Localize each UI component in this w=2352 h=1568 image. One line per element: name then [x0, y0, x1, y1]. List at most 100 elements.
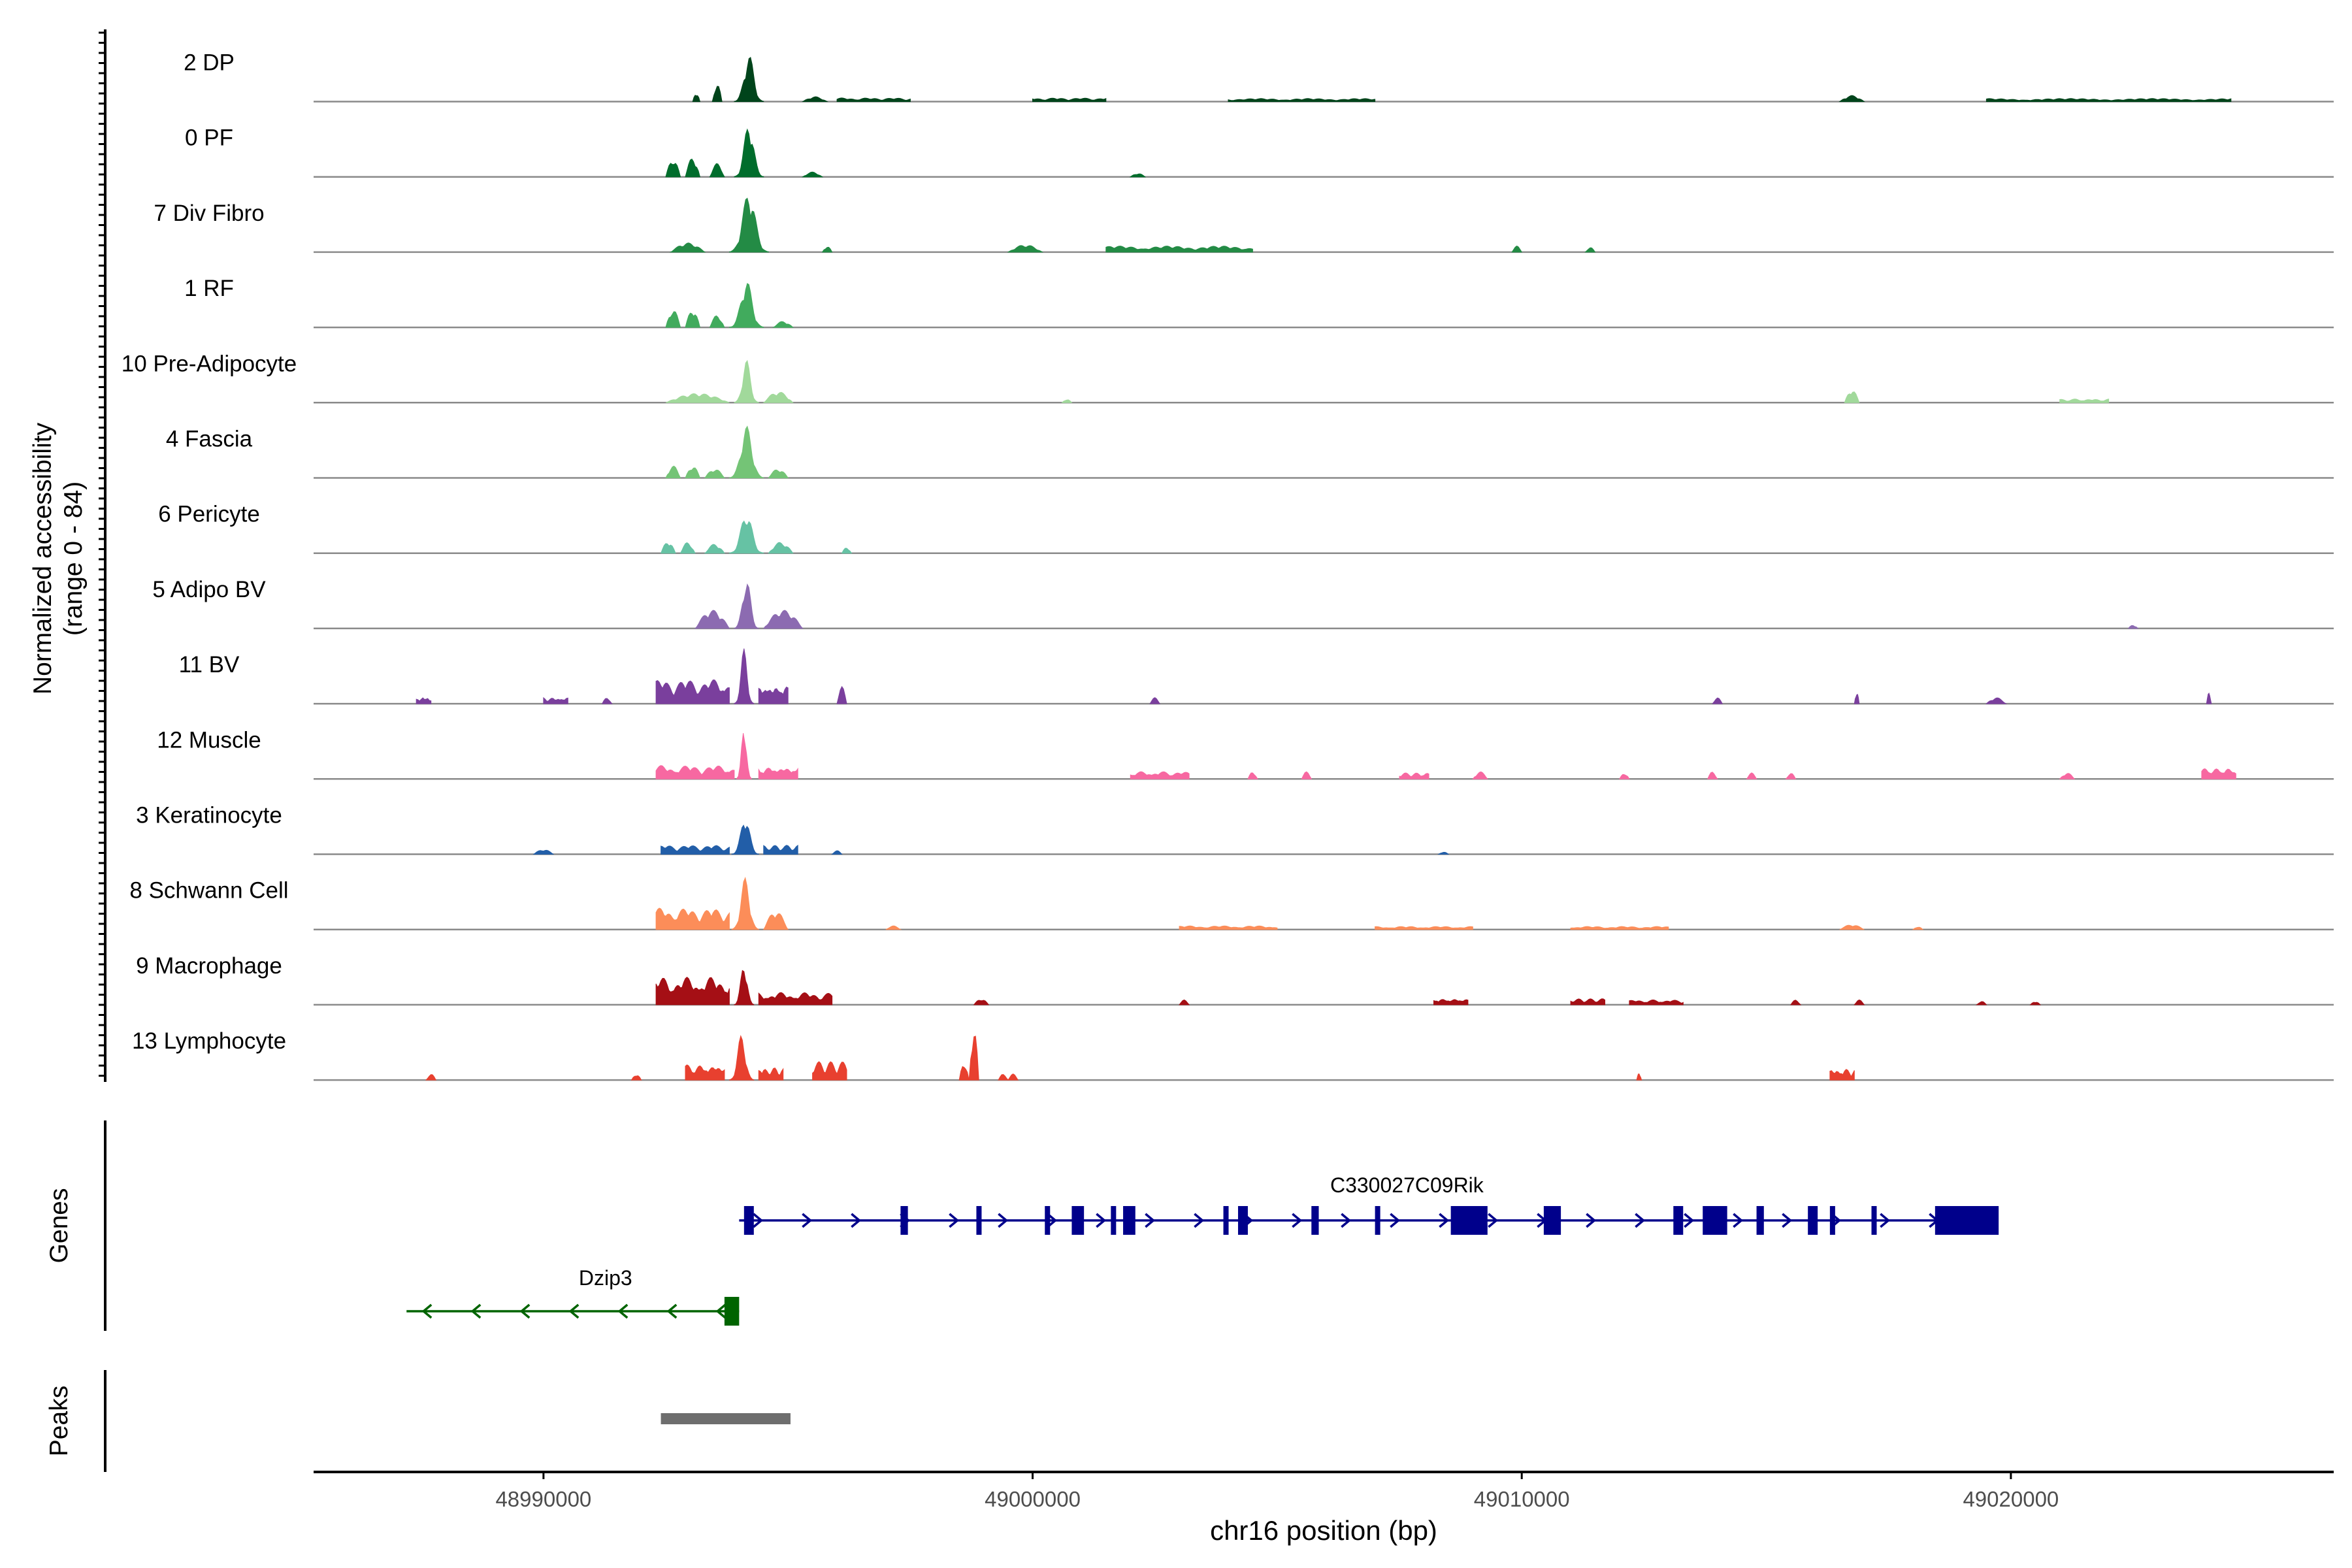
- peaks-panel-label: Peaks: [45, 1386, 73, 1456]
- coverage-peak: [734, 648, 755, 704]
- coverage-peak: [763, 844, 798, 855]
- coverage-peak: [1790, 1000, 1802, 1005]
- coverage-peak: [885, 925, 902, 930]
- x-axis: 48990000 49000000 49010000 49020000 chr16 p…: [314, 1471, 2334, 1546]
- track-0-pf: 0 PF: [185, 125, 2334, 178]
- coverage-peak: [685, 467, 701, 478]
- gene-exon: [1045, 1206, 1051, 1235]
- gene-exon: [743, 1206, 754, 1235]
- track-10-pre-adipocyte: 10 Pre-Adipocyte: [122, 351, 2334, 404]
- coverage-peak: [2059, 773, 2076, 779]
- coverage-peak: [1785, 773, 1797, 779]
- gene-exon: [1543, 1206, 1561, 1235]
- track-label: 11 BV: [179, 652, 240, 678]
- x-tick-label: 48990000: [495, 1487, 591, 1511]
- coverage-peak: [762, 913, 789, 930]
- coverage-peak: [1707, 772, 1718, 779]
- coverage-axis-ticks: [99, 31, 105, 1077]
- coverage-peak: [685, 1064, 725, 1081]
- coverage-peak: [630, 1075, 642, 1081]
- track-label: 6 Pericyte: [158, 502, 260, 527]
- gene-exon: [1123, 1206, 1135, 1235]
- track-label: 3 Keratinocyte: [136, 803, 282, 828]
- strand-arrow: [1341, 1213, 1352, 1228]
- coverage-peak: [801, 96, 829, 102]
- coverage-peak: [998, 1073, 1009, 1081]
- coverage-peak: [1712, 697, 1723, 704]
- strand-arrow: [1733, 1213, 1744, 1228]
- track-8-schwann-cell: 8 Schwann Cell: [129, 876, 2334, 930]
- coverage-peak: [762, 610, 804, 629]
- track-6-pericyte: 6 Pericyte: [158, 502, 2334, 554]
- track-7-div-fibro: 7 Div Fibro: [154, 197, 2334, 253]
- coverage-peak: [1619, 774, 1630, 779]
- track-label: 8 Schwann Cell: [129, 878, 288, 904]
- coverage-peak: [704, 544, 725, 554]
- gene-c330027c09rik: C330027C09Rik: [739, 1173, 1999, 1235]
- coverage-peak: [1985, 697, 2008, 704]
- coverage-peak: [772, 321, 794, 328]
- strand-arrow: [519, 1303, 531, 1319]
- track-label: 2 DP: [184, 50, 235, 76]
- gene-exon: [976, 1206, 982, 1235]
- gene-exon: [1871, 1206, 1877, 1235]
- coverage-peak: [758, 686, 789, 704]
- coverage-tracks: 2 DP 0 PF 7 Div Fibro 1 RF 10 Pre-Adipocyte 4…: [122, 50, 2334, 1081]
- coverage-peak: [709, 315, 725, 328]
- coverage-peak: [734, 970, 755, 1005]
- strand-arrow: [1684, 1213, 1695, 1228]
- track-label: 0 PF: [185, 125, 233, 151]
- strand-arrow: [666, 1303, 678, 1319]
- strand-arrow: [568, 1303, 580, 1319]
- track-9-macrophage: 9 Macrophage: [136, 953, 2334, 1006]
- gene-exon: [900, 1206, 908, 1235]
- coverage-peak: [601, 698, 613, 704]
- coverage-y-axis: [99, 29, 106, 1082]
- strand-arrow: [617, 1303, 629, 1319]
- coverage-peak: [665, 393, 730, 403]
- track-12-muscle: 12 Muscle: [157, 727, 2334, 780]
- strand-arrow: [998, 1213, 1009, 1228]
- track-label: 1 RF: [184, 276, 234, 301]
- strand-arrow: [851, 1213, 862, 1228]
- coverage-peak: [728, 197, 769, 253]
- coverage-peak: [532, 849, 555, 855]
- strand-arrow: [1096, 1213, 1107, 1228]
- gene-exon: [1756, 1206, 1764, 1235]
- peak-regions: [661, 1413, 791, 1424]
- coverage-peak: [2201, 768, 2236, 779]
- coverage-peak: [731, 825, 759, 855]
- peak-region-bar: [661, 1413, 791, 1424]
- coverage-peak: [2029, 1002, 2041, 1005]
- coverage-peak: [1829, 1069, 1855, 1081]
- coverage-peak: [1032, 97, 1107, 102]
- coverage-peak: [1472, 771, 1488, 779]
- coverage-peak: [1105, 246, 1253, 253]
- coverage-peak: [1130, 771, 1190, 779]
- coverage-peak: [958, 1066, 970, 1081]
- y-axis-title: Normalized accessibility (range 0 - 84): [29, 422, 88, 694]
- strand-arrow: [1488, 1213, 1499, 1228]
- coverage-peak: [801, 171, 824, 178]
- coverage-peak: [1838, 95, 1865, 102]
- coverage-peak: [1636, 1073, 1642, 1081]
- coverage-peak: [734, 359, 759, 403]
- track-2-dp: 2 DP: [184, 50, 2334, 103]
- coverage-peak: [669, 242, 706, 253]
- coverage-peak: [655, 907, 730, 930]
- coverage-peak: [1399, 772, 1429, 779]
- coverage-peak: [655, 679, 730, 704]
- gene-name: Dzip3: [579, 1266, 632, 1290]
- coverage-peak: [416, 697, 432, 704]
- coverage-peak: [734, 128, 764, 178]
- coverage-peak: [1912, 926, 1924, 930]
- coverage-peak: [731, 876, 759, 930]
- y-axis-title-line2: (range 0 - 84): [59, 482, 88, 636]
- coverage-peak: [1301, 771, 1313, 779]
- coverage-peak: [685, 312, 701, 328]
- coverage-peak: [758, 1068, 784, 1081]
- x-tick-label: 49000000: [985, 1487, 1081, 1511]
- track-3-keratinocyte: 3 Keratinocyte: [136, 803, 2334, 855]
- coverage-peak: [1629, 1000, 1684, 1005]
- strand-arrow: [1880, 1213, 1891, 1228]
